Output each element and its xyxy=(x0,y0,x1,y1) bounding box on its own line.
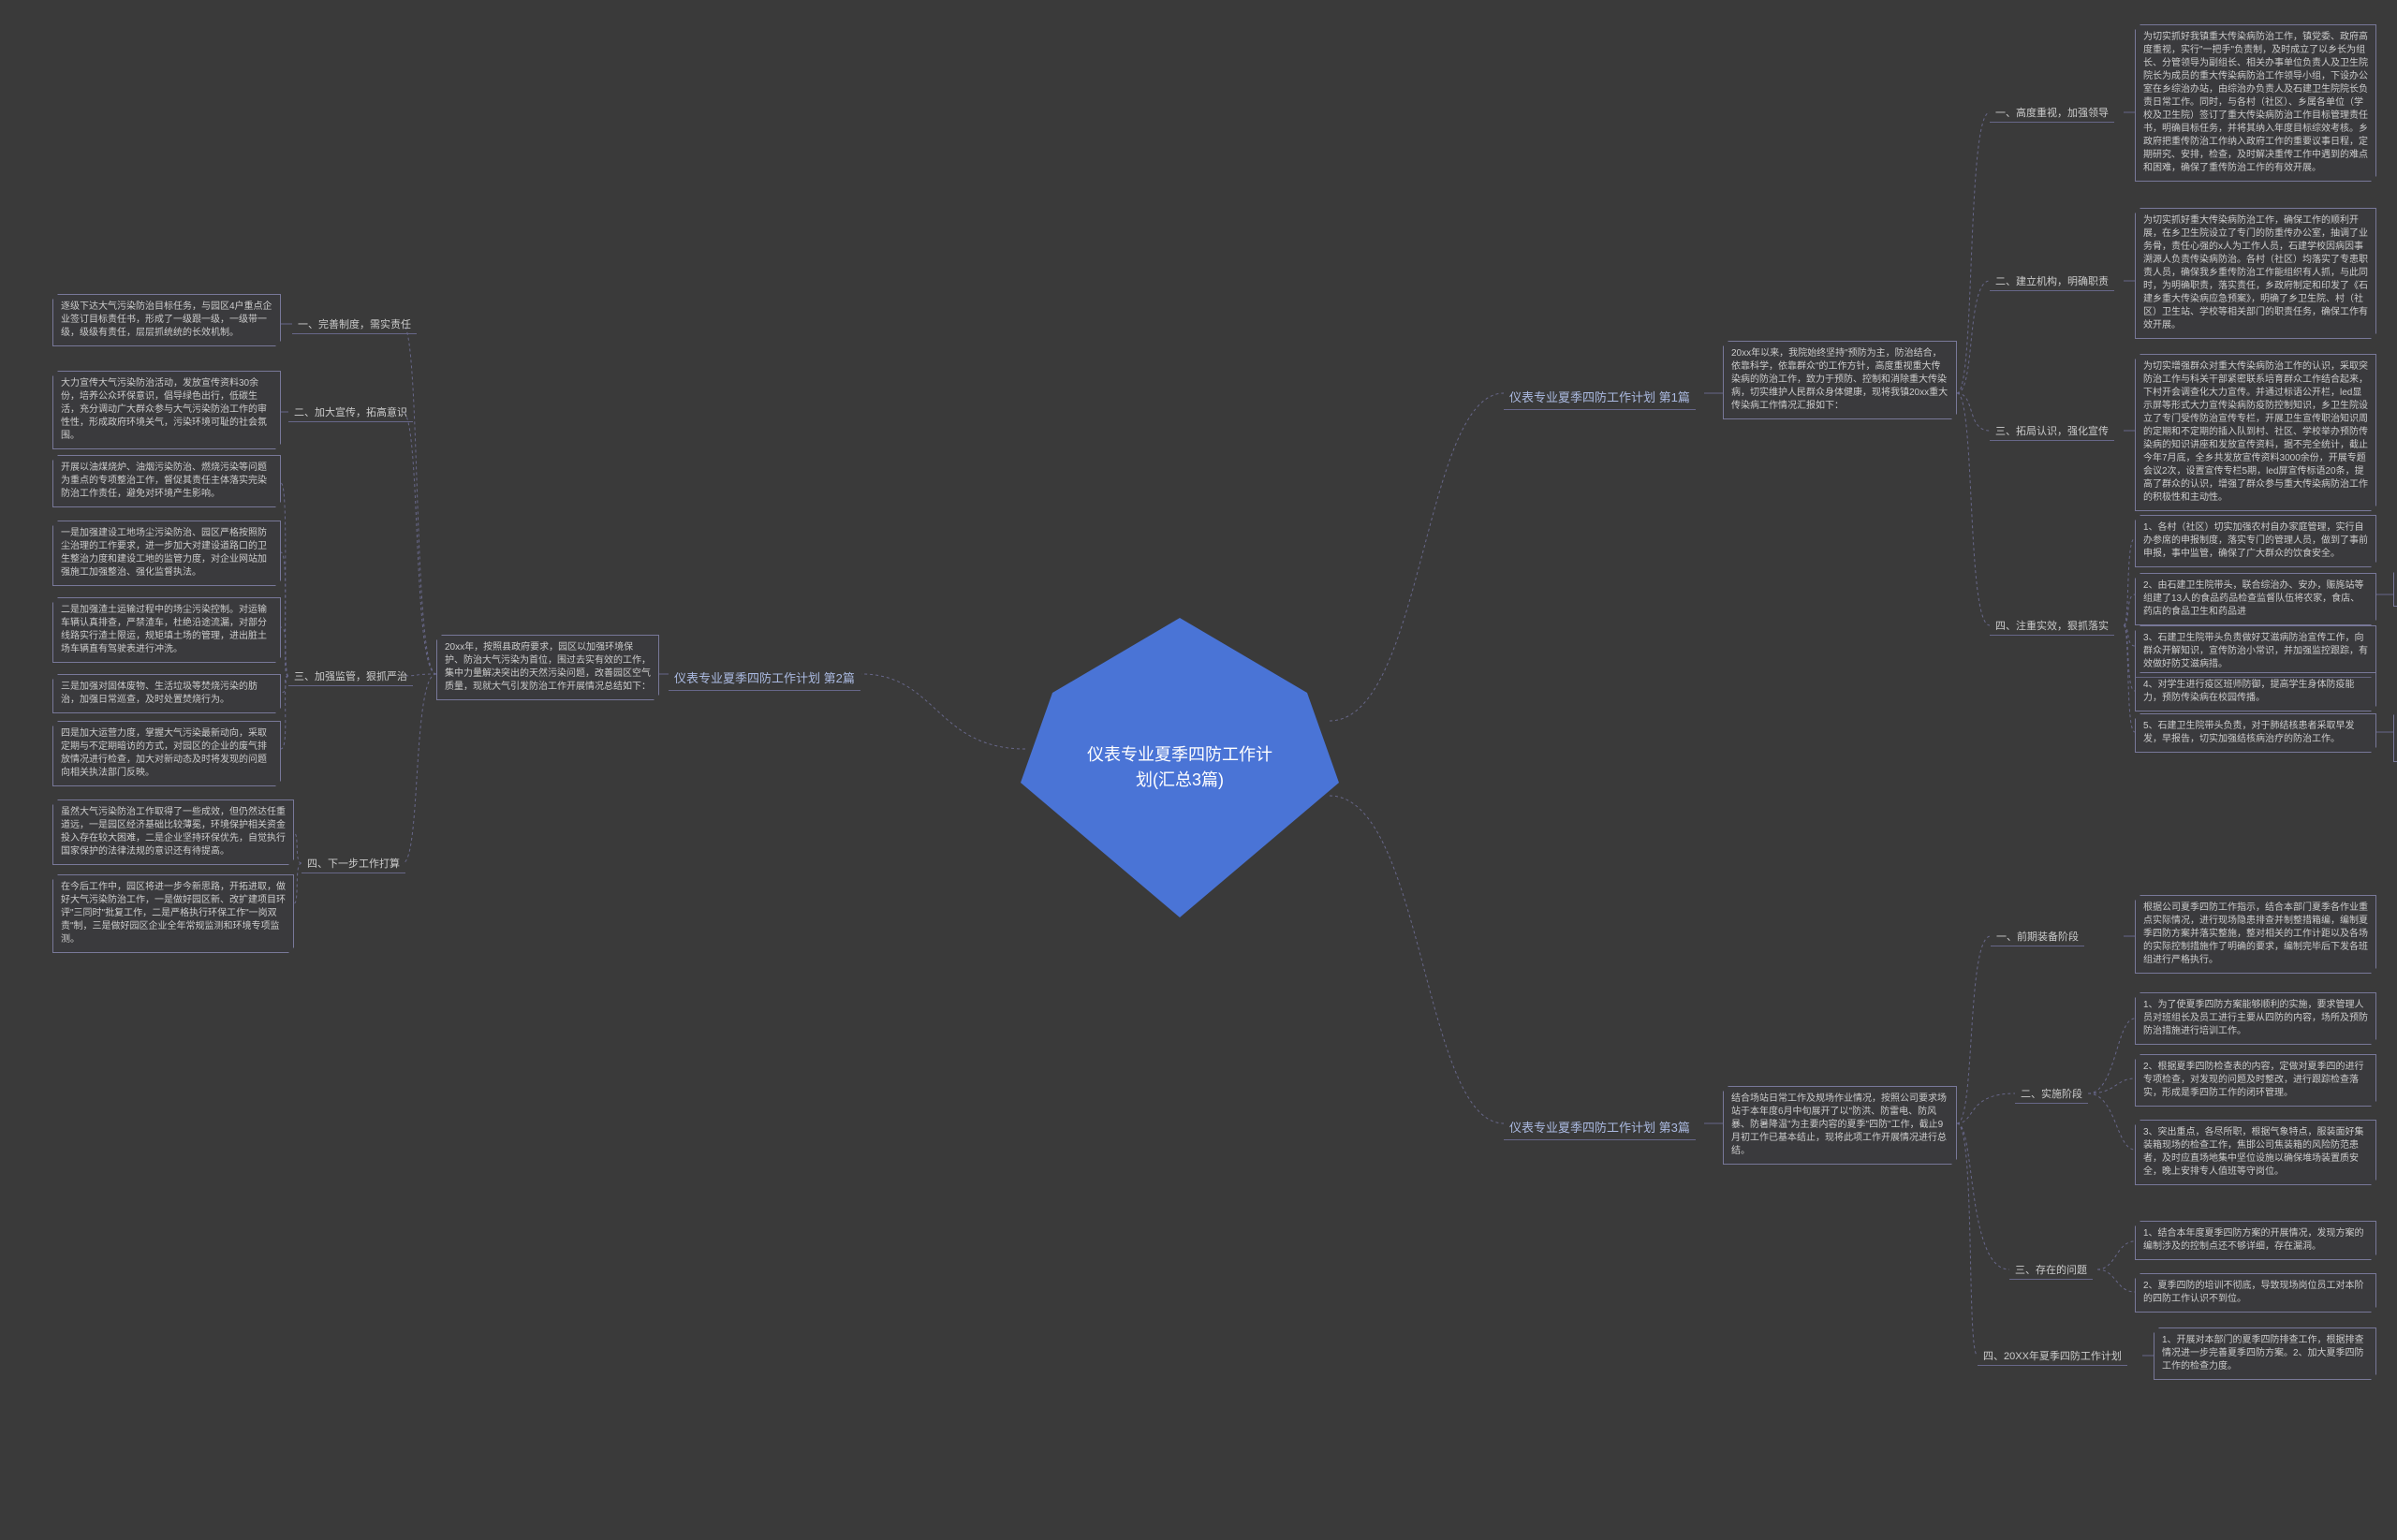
center-title: 仪表专业夏季四防工作计划(汇总3篇) xyxy=(1050,742,1310,793)
b3-sub2-label: 二、实施阶段 xyxy=(2015,1084,2088,1104)
branch-3-label: 仪表专业夏季四防工作计划 第3篇 xyxy=(1504,1114,1696,1140)
b1-sub2-label: 二、建立机构，明确职责 xyxy=(1990,271,2114,291)
b3-sub4-box: 1、开展对本部门的夏季四防排查工作，根据排查情况进一步完善夏季四防方案。2、加大… xyxy=(2154,1327,2376,1380)
b2-sub2-label: 二、加大宣传，拓高意识 xyxy=(288,403,413,422)
b2-sub3-item4: 三是加强对固体废物、生活垃圾等焚烧污染的肪治，加强日常巡查，及时处置焚烧行为。 xyxy=(52,674,281,713)
branch-1-label: 仪表专业夏季四防工作计划 第1篇 xyxy=(1504,384,1696,410)
b1-sub4-label: 四、注重实效，狠抓落实 xyxy=(1990,616,2114,636)
b2-intro: 20xx年，按照县政府要求，园区以加强环境保护、防治大气污染为首位，围过去实有效… xyxy=(436,635,659,700)
b1-sub4-item1: 1、各村（社区）切实加强农村自办家庭管理，实行自办参席的申报制度，落实专门的管理… xyxy=(2135,515,2376,567)
branch-2-label: 仪表专业夏季四防工作计划 第2篇 xyxy=(669,665,860,691)
b2-sub4-label: 四、下一步工作打算 xyxy=(301,854,405,873)
b2-sub3-label: 三、加强监管，狠抓严治 xyxy=(288,667,413,686)
b3-sub3-item2: 2、夏季四防的培训不彻底，导致现场岗位员工对本阶的四防工作认识不到位。 xyxy=(2135,1273,2376,1313)
b3-sub3-item1: 1、结合本年度夏季四防方案的开展情况，发现方案的编制涉及的控制点还不够详细，存在… xyxy=(2135,1221,2376,1260)
b1-sub4-item4: 4、对学生进行疫区班师防御，提高学生身体防疫能力，预防传染病在校园传播。 xyxy=(2135,672,2376,711)
b1-sub1-box: 为切实抓好我镇重大传染病防治工作，镇党委、政府高度重视，实行"一把手"负责制，及… xyxy=(2135,24,2376,182)
b2-sub1-box: 逐级下达大气污染防治目标任务，与园区4户重点企业签订目标责任书，形成了一级跟一级… xyxy=(52,294,281,346)
tail-box-2: 总之，我乡目前末发生一起重大传导疫病疫情，有效的防治了重大传染病爆摘，确保了群众… xyxy=(2393,710,2397,762)
b2-sub4-item1: 虽然大气污染防治工作取得了一些成效，但仍然达任重道远，一是园区经济基础比较薄冕，… xyxy=(52,799,294,865)
b2-sub3-item5: 四是加大运营力度，掌握大气污染最新动向，采取定期与不定期暗访的方式，对园区的企业… xyxy=(52,721,281,786)
b3-sub1-label: 一、前期装备阶段 xyxy=(1991,927,2084,946)
b1-sub4-item3: 3、石建卫生院带头负责做好艾滋病防治宣传工作，向群众开解知识，宣传防治小常识，并… xyxy=(2135,625,2376,678)
b3-intro: 结合场站日常工作及规场作业情况，按照公司要求场站于本年度6月中旬展开了以"防洪、… xyxy=(1723,1086,1957,1165)
b1-sub4-item2: 2、由石建卫生院带头，联合综治办、安办，赈旄站等组建了13人的食品药品检查监督队… xyxy=(2135,573,2376,625)
b3-sub3-label: 三、存在的问题 xyxy=(2009,1260,2093,1280)
b2-sub3-item2: 一是加强建设工地场尘污染防治、园区严格按照防尘治理的工作要求，进一步加大对建设道… xyxy=(52,521,281,586)
center-node: 仪表专业夏季四防工作计划(汇总3篇) xyxy=(1021,618,1339,917)
b1-sub4-item5: 5、石建卫生院带头负责，对于肺结核患者采取早发发，早报告，切实加强结核病治疗的防… xyxy=(2135,713,2376,753)
b1-sub3-label: 三、拓局认识，强化宣传 xyxy=(1990,421,2114,441)
b3-sub2-item1: 1、为了使夏季四防方案能够顺利的实施，要求管理人员对班组长及员工进行主要从四防的… xyxy=(2135,992,2376,1045)
b3-sub1-box: 根据公司夏季四防工作指示，结合本部门夏季各作业重点实际情况，进行现场隐患排查并制… xyxy=(2135,895,2376,974)
b3-sub2-item2: 2、根据夏季四防检查表的内容，定做对夏季四的进行专项检查，对发现的问题及时整改，… xyxy=(2135,1054,2376,1107)
b1-sub3-box: 为切实增强群众对重大传染病防治工作的认识，采取突防治工作与科关干部紧密联系培育群… xyxy=(2135,354,2376,511)
b1-sub1-label: 一、高度重视，加强领导 xyxy=(1990,103,2114,123)
b2-sub2-box: 大力宣传大气污染防治活动，发放宣传资料30余份，培养公众环保意识，倡导绿色出行，… xyxy=(52,371,281,449)
b3-sub2-item3: 3、突出重点，各尽所职，根据气象特点，服装面好集装箱现场的检查工作，焦邯公司焦装… xyxy=(2135,1120,2376,1185)
b2-sub4-item2: 在今后工作中，园区将进一步今新思路，开拓进取，做好大气污染防治工作，一是做好园区… xyxy=(52,874,294,953)
b1-sub2-box: 为切实抓好重大传染病防治工作，确保工作的顺利开展，在乡卫生院设立了专门的防重传办… xyxy=(2135,208,2376,339)
tail-box-1: 行全面清查，并不定时监督检查，发现问题及时报告，做到了及时发现，及时处理。 xyxy=(2393,567,2397,607)
b1-intro: 20xx年以来，我院始终坚持"预防为主，防治结合，依靠科学，依靠群众"的工作方针… xyxy=(1723,341,1957,419)
b2-sub1-label: 一、完善制度，需实责任 xyxy=(292,315,417,334)
b2-sub3-item1: 开展以油煤烧炉、油烟污染防治、燃烧污染等问题为重点的专项整治工作，督促其责任主体… xyxy=(52,455,281,507)
b2-sub3-item3: 二是加强渣土运输过程中的场尘污染控制。对运输车辆认真排查，严禁渣车，杜绝沿途流漏… xyxy=(52,597,281,663)
b3-sub4-label: 四、20XX年夏季四防工作计划 xyxy=(1978,1346,2127,1366)
